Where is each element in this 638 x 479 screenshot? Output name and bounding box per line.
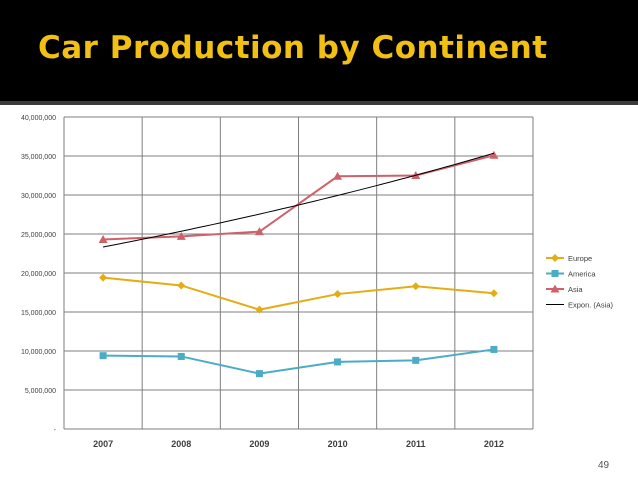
data-point-europe <box>177 281 186 290</box>
header-divider <box>0 101 638 105</box>
series-line-america <box>103 348 495 375</box>
legend-item-europe: Europe <box>546 254 592 263</box>
data-point-europe <box>255 305 264 314</box>
slide-header: Car Production by Continent <box>0 0 638 101</box>
data-point-asia <box>176 231 186 240</box>
page-number: 49 <box>598 460 610 471</box>
legend-item-america: America <box>546 270 596 279</box>
x-axis-tick-labels: 2007 2008 2009 2010 2011 2012 <box>93 439 504 449</box>
y-tick-label: 20,000,000 <box>21 271 56 278</box>
legend-marker <box>550 284 560 293</box>
legend-item-expon-asia: Expon. (Asia) <box>546 301 614 310</box>
legend-label: Expon. (Asia) <box>568 301 614 310</box>
data-point-asia <box>254 227 264 236</box>
data-point-america <box>255 370 263 378</box>
legend-label: America <box>568 270 596 279</box>
y-tick-label: - <box>54 427 57 434</box>
data-point-america <box>490 345 498 353</box>
legend-label: Europe <box>568 254 592 263</box>
x-tick-label: 2009 <box>249 439 269 449</box>
legend-item-asia: Asia <box>546 284 583 294</box>
legend-marker <box>551 270 559 277</box>
trendline-asia <box>102 152 495 248</box>
y-tick-label: 40,000,000 <box>21 115 56 122</box>
data-point-america <box>99 352 107 360</box>
x-tick-label: 2007 <box>93 439 113 449</box>
data-point-america <box>334 358 342 366</box>
legend-marker <box>551 254 559 262</box>
data-point-asia <box>98 234 108 243</box>
chart-gridlines <box>63 116 534 430</box>
y-tick-label: 10,000,000 <box>21 349 56 356</box>
x-tick-label: 2008 <box>171 439 191 449</box>
data-point-america <box>177 352 185 360</box>
chart-series <box>98 150 499 378</box>
data-point-asia <box>489 150 499 159</box>
series-line-europe <box>102 276 495 311</box>
y-tick-label: 15,000,000 <box>21 310 56 317</box>
x-tick-label: 2012 <box>484 439 504 449</box>
slide-title: Car Production by Continent <box>38 30 548 66</box>
data-point-europe <box>489 289 498 298</box>
data-point-europe <box>411 282 420 291</box>
data-point-america <box>412 356 420 364</box>
chart-legend: Europe America Asia Expon. (Asia) <box>546 254 614 310</box>
legend-label: Asia <box>568 285 583 294</box>
y-tick-label: 30,000,000 <box>21 193 56 200</box>
y-tick-label: 35,000,000 <box>21 154 56 161</box>
data-point-asia <box>333 171 343 180</box>
y-axis-tick-labels: - 5,000,000 10,000,000 15,000,000 20,000,000… <box>21 115 57 434</box>
y-tick-label: 25,000,000 <box>21 232 56 239</box>
x-tick-label: 2010 <box>328 439 348 449</box>
y-tick-label: 5,000,000 <box>25 388 56 395</box>
data-point-europe <box>333 290 342 299</box>
x-tick-label: 2011 <box>406 439 426 449</box>
data-point-europe <box>99 273 108 282</box>
